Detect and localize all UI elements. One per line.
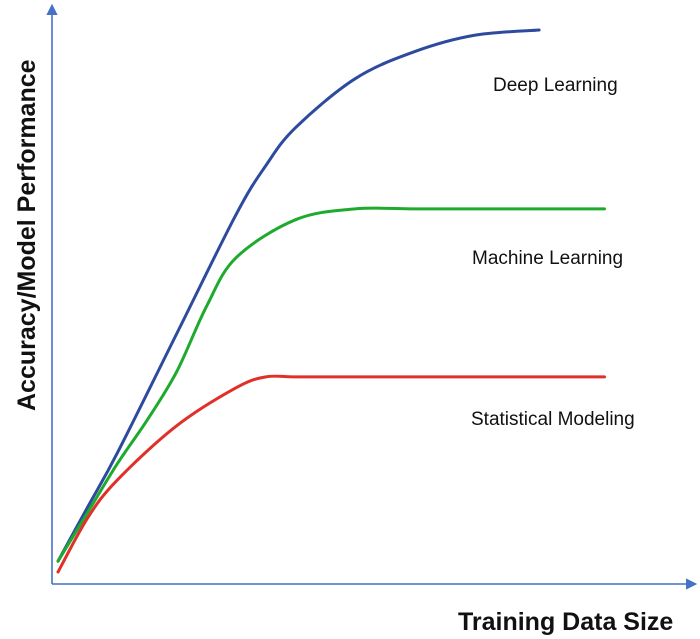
series-line-statistical-modeling xyxy=(56,374,606,574)
series-line-machine-learning xyxy=(56,206,606,563)
series-label-statistical-modeling: Statistical Modeling xyxy=(471,409,635,430)
x-axis-title: Training Data Size xyxy=(458,608,673,636)
series-layer xyxy=(56,28,606,574)
series-line-deep-learning xyxy=(56,28,541,563)
series-label-deep-learning: Deep Learning xyxy=(493,75,618,96)
series-label-machine-learning: Machine Learning xyxy=(472,248,623,269)
y-axis-title: Accuracy/Model Performance xyxy=(13,59,41,411)
